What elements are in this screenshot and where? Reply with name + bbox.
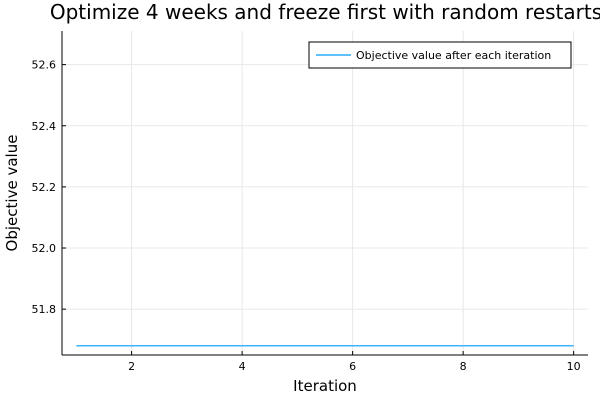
y-gridlines — [62, 64, 588, 310]
x-tick-label: 6 — [349, 360, 356, 373]
chart-title: Optimize 4 weeks and freeze first with r… — [50, 0, 600, 24]
legend: Objective value after each iteration — [308, 41, 572, 69]
y-tick-label: 52.2 — [32, 181, 57, 194]
x-ticks: 2 4 6 8 10 — [128, 351, 581, 373]
x-tick-label: 4 — [239, 360, 246, 373]
y-tick-label: 52.4 — [32, 120, 57, 133]
x-axis-title: Iteration — [293, 377, 357, 395]
y-tick-label: 52.0 — [32, 242, 57, 255]
legend-label: Objective value after each iteration — [356, 49, 551, 62]
x-tick-label: 10 — [567, 360, 581, 373]
x-tick-label: 8 — [460, 360, 467, 373]
axes — [61, 31, 588, 356]
x-gridlines — [131, 31, 575, 355]
x-tick-label: 2 — [128, 360, 135, 373]
y-axis-title: Objective value — [3, 135, 21, 252]
y-tick-label: 51.8 — [32, 303, 57, 316]
legend-box — [308, 41, 572, 69]
y-tick-label: 52.6 — [32, 59, 57, 72]
y-ticks: 51.8 52.0 52.2 52.4 52.6 — [32, 59, 66, 316]
